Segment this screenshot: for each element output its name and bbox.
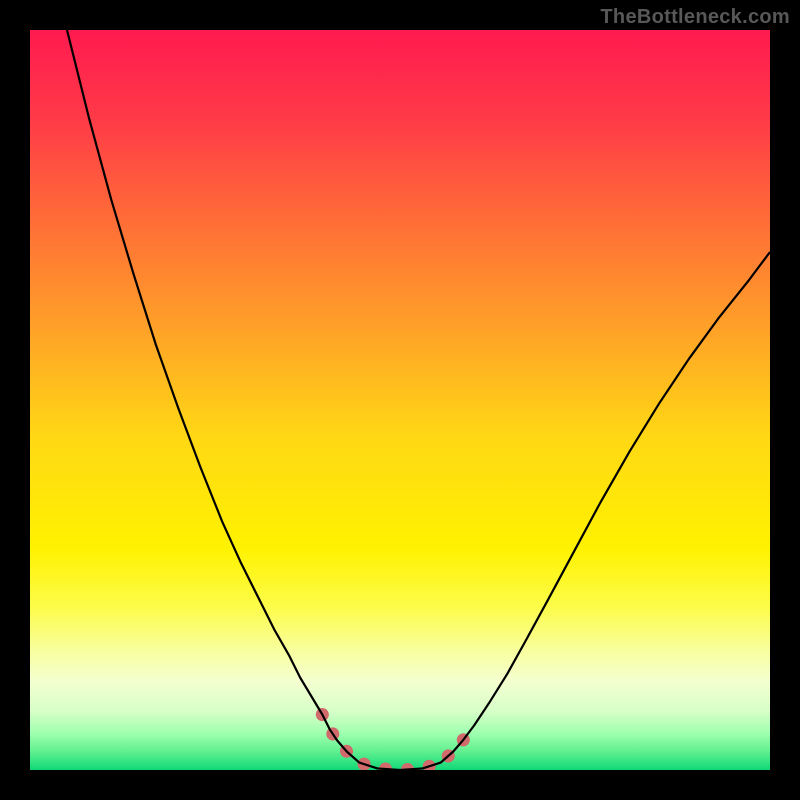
watermark-text: TheBottleneck.com <box>600 6 790 29</box>
figure-container: TheBottleneck.com <box>0 0 800 800</box>
chart-svg <box>30 30 770 770</box>
plot-area <box>30 30 770 770</box>
gradient-background <box>30 30 770 770</box>
